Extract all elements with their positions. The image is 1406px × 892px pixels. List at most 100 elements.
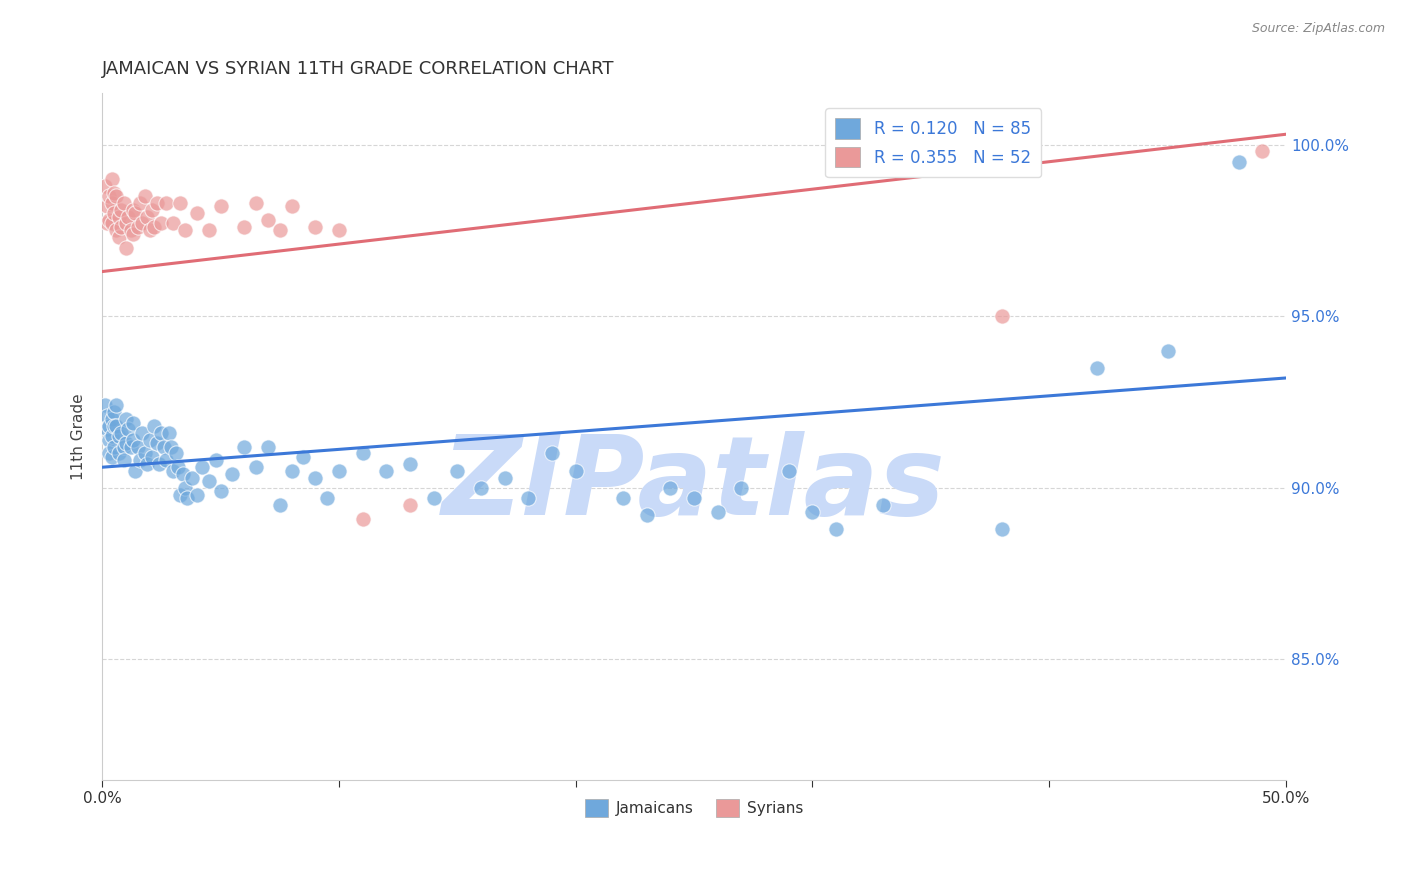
Point — [197, 474, 219, 488]
Point — [991, 522, 1014, 536]
Point — [169, 195, 191, 210]
Point — [209, 484, 232, 499]
Point — [706, 505, 728, 519]
Point — [143, 419, 166, 434]
Point — [174, 481, 197, 495]
Point — [105, 223, 128, 237]
Point — [304, 470, 326, 484]
Point — [112, 195, 135, 210]
Point — [162, 217, 184, 231]
Point — [825, 522, 848, 536]
Point — [233, 440, 256, 454]
Point — [352, 512, 374, 526]
Point — [143, 219, 166, 234]
Point — [280, 199, 302, 213]
Point — [136, 210, 159, 224]
Point — [115, 240, 138, 254]
Point — [122, 433, 145, 447]
Point — [98, 446, 121, 460]
Point — [152, 440, 174, 454]
Point — [257, 213, 280, 227]
Point — [129, 195, 152, 210]
Point — [1227, 154, 1250, 169]
Point — [245, 195, 267, 210]
Point — [269, 498, 291, 512]
Y-axis label: 11th Grade: 11th Grade — [72, 393, 86, 480]
Text: Source: ZipAtlas.com: Source: ZipAtlas.com — [1251, 22, 1385, 36]
Point — [872, 498, 894, 512]
Point — [131, 217, 153, 231]
Point — [103, 206, 125, 220]
Point — [103, 405, 125, 419]
Point — [138, 433, 160, 447]
Point — [110, 219, 132, 234]
Point — [352, 446, 374, 460]
Point — [134, 189, 156, 203]
Point — [105, 399, 128, 413]
Point — [122, 416, 145, 430]
Point — [636, 508, 658, 523]
Point — [150, 217, 173, 231]
Point — [100, 172, 122, 186]
Point — [93, 178, 115, 193]
Text: JAMAICAN VS SYRIAN 11TH GRADE CORRELATION CHART: JAMAICAN VS SYRIAN 11TH GRADE CORRELATIO… — [103, 60, 614, 78]
Point — [129, 453, 152, 467]
Point — [120, 223, 142, 237]
Point — [100, 450, 122, 464]
Point — [98, 189, 121, 203]
Point — [494, 470, 516, 484]
Point — [112, 440, 135, 454]
Point — [107, 446, 129, 460]
Point — [115, 217, 138, 231]
Point — [190, 460, 212, 475]
Point — [105, 419, 128, 434]
Point — [122, 227, 145, 241]
Point — [1156, 343, 1178, 358]
Point — [115, 412, 138, 426]
Point — [181, 470, 204, 484]
Point — [103, 419, 125, 434]
Point — [446, 464, 468, 478]
Point — [304, 219, 326, 234]
Point — [1085, 360, 1108, 375]
Point — [103, 440, 125, 454]
Point — [122, 202, 145, 217]
Point — [564, 464, 586, 478]
Point — [169, 488, 191, 502]
Point — [131, 425, 153, 440]
Point — [176, 491, 198, 505]
Point — [316, 491, 339, 505]
Point — [541, 446, 564, 460]
Point — [422, 491, 444, 505]
Point — [141, 202, 163, 217]
Point — [209, 199, 232, 213]
Point — [98, 419, 121, 434]
Point — [612, 491, 634, 505]
Point — [138, 223, 160, 237]
Point — [375, 464, 398, 478]
Point — [157, 425, 180, 440]
Point — [328, 223, 350, 237]
Point — [683, 491, 706, 505]
Point — [145, 436, 167, 450]
Point — [103, 186, 125, 200]
Point — [155, 453, 177, 467]
Point — [107, 230, 129, 244]
Point — [145, 195, 167, 210]
Point — [100, 429, 122, 443]
Point — [801, 505, 824, 519]
Point — [399, 457, 422, 471]
Point — [292, 450, 315, 464]
Point — [117, 210, 139, 224]
Point — [105, 189, 128, 203]
Point — [197, 223, 219, 237]
Point — [155, 195, 177, 210]
Text: ZIPatlas: ZIPatlas — [443, 431, 946, 538]
Point — [517, 491, 540, 505]
Point — [470, 481, 492, 495]
Point — [124, 206, 146, 220]
Point — [167, 460, 190, 475]
Point — [233, 219, 256, 234]
Point — [127, 219, 149, 234]
Point — [110, 425, 132, 440]
